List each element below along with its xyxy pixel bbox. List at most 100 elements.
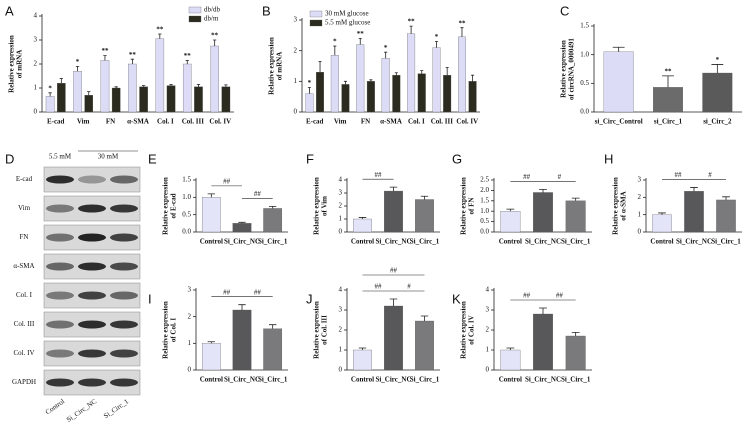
- x-tick-label: FN: [106, 118, 115, 126]
- bar: [305, 93, 314, 113]
- bar: [366, 81, 375, 113]
- significance: **: [357, 30, 365, 38]
- x-tick-label: Si_Circ_1: [258, 238, 288, 246]
- error-bar: [130, 58, 135, 64]
- x-tick-label: Control: [200, 238, 223, 246]
- x-tick-label: Si_Circ_NC: [676, 238, 712, 246]
- condition-label: 5.5 mM: [49, 153, 72, 161]
- error-bar: [389, 298, 398, 306]
- significance: **: [458, 19, 466, 27]
- blot-band: [46, 262, 74, 271]
- bar: [468, 81, 477, 113]
- y-tick-label: 2: [339, 326, 343, 334]
- y-tick-label: 1: [34, 84, 38, 92]
- error-bar: [420, 70, 424, 74]
- y-tick-label: 0: [294, 108, 298, 116]
- y-axis-label: Relative expression: [162, 301, 170, 359]
- condition-label: 30 mM: [98, 153, 119, 161]
- error-bar: [662, 75, 674, 88]
- protein-label: GAPDH: [12, 378, 36, 386]
- bar: [221, 86, 231, 113]
- significance: **: [101, 47, 109, 55]
- blot-band: [78, 378, 106, 387]
- panel-label: A: [5, 3, 14, 18]
- y-axis-label: of E-cad: [170, 193, 178, 218]
- y-tick-label: 3: [638, 176, 642, 184]
- bar: [415, 199, 434, 233]
- protein-label: E-cad: [16, 175, 33, 183]
- y-tick-label: 1: [339, 215, 343, 223]
- y-tick-label: 3: [34, 36, 38, 44]
- error-bar: [207, 193, 216, 198]
- x-tick-label: Si_Circ_1: [410, 376, 440, 384]
- x-tick-label: Control: [351, 238, 374, 246]
- blot-band: [78, 262, 106, 271]
- protein-label: Col. I: [16, 291, 33, 299]
- bar: [653, 87, 683, 113]
- bar: [384, 305, 403, 371]
- bar: [392, 75, 401, 113]
- panel-label: E: [148, 151, 157, 166]
- bar: [603, 51, 634, 113]
- y-tick-label: 0.0: [182, 228, 191, 236]
- y-tick-label: 1: [339, 346, 343, 354]
- error-bar: [333, 45, 337, 56]
- bar: [381, 58, 390, 113]
- comparison-label: #: [708, 171, 712, 179]
- bar: [155, 38, 165, 113]
- x-tick-label: Si_Circ_1: [561, 376, 591, 384]
- error-bar: [59, 78, 63, 84]
- y-tick-label: 1: [188, 339, 192, 347]
- panel-label: I: [148, 291, 152, 306]
- x-tick-label: Col. I: [408, 118, 425, 126]
- x-tick-label: Control: [499, 376, 522, 384]
- x-tick-label: α-SMA: [380, 118, 402, 126]
- error-bar: [358, 38, 362, 45]
- y-axis-label: of α-SMA: [620, 191, 628, 220]
- error-bar: [185, 60, 189, 64]
- error-bar: [213, 39, 217, 46]
- comparison-label: ##: [223, 288, 231, 296]
- y-axis-label: Relative expression: [313, 177, 321, 235]
- bar: [166, 85, 176, 113]
- y-axis-label: Relative expression: [612, 177, 620, 235]
- x-tick-label: si_Circ_Control: [595, 118, 643, 126]
- bar: [201, 197, 221, 233]
- panel-label: G: [452, 151, 462, 166]
- blot-band: [78, 320, 106, 329]
- bar: [702, 72, 733, 113]
- error-bar: [358, 347, 367, 350]
- bar: [232, 223, 252, 233]
- y-tick-label: 2: [34, 60, 38, 68]
- x-tick-label: Si_Circ_NC: [224, 376, 260, 384]
- error-bar: [658, 212, 666, 215]
- significance: *: [333, 38, 337, 46]
- comparison-label: ##: [254, 190, 262, 198]
- y-axis-label: of circRNA_0000491: [568, 38, 576, 100]
- legend-swatch: [309, 10, 323, 18]
- significance: *: [716, 56, 720, 64]
- y-axis-label: of Col. I: [170, 318, 178, 343]
- x-tick-label: Col. III: [182, 118, 204, 126]
- error-bar: [268, 205, 277, 209]
- protein-label: Vim: [18, 204, 31, 212]
- error-bar: [103, 55, 107, 61]
- bar: [210, 45, 219, 113]
- error-bar: [224, 84, 228, 87]
- bar: [330, 55, 339, 113]
- bar: [353, 349, 372, 371]
- significance: **: [211, 32, 219, 40]
- y-tick-label: 1.5: [480, 196, 489, 204]
- blot-band: [78, 291, 106, 300]
- comparison-label: ##: [556, 292, 564, 300]
- bar: [341, 84, 350, 113]
- y-tick-label: 2.5: [480, 176, 489, 184]
- blot-band: [110, 204, 138, 213]
- y-tick-label: 0: [339, 366, 343, 374]
- error-bar: [141, 85, 146, 87]
- x-tick-label: Col. IV: [209, 118, 231, 126]
- significance: *: [308, 79, 312, 87]
- blot-band: [78, 349, 106, 358]
- bar: [263, 328, 283, 371]
